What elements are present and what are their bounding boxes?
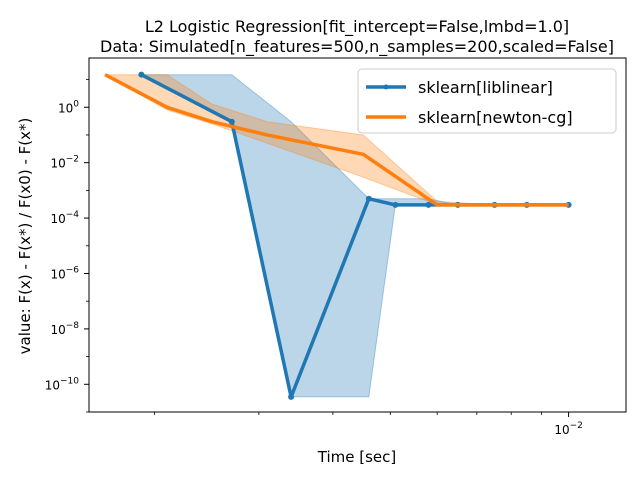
data-point: [365, 195, 372, 202]
y-tick-label: 10−6: [50, 265, 79, 281]
x-axis-ticks: 10−2: [154, 412, 583, 437]
y-tick-label: 10−8: [50, 321, 79, 337]
legend-label-newton-cg: sklearn[newton-cg]: [418, 108, 573, 127]
y-tick-label: 10−2: [50, 155, 79, 171]
data-point: [392, 201, 399, 208]
x-axis-label: Time [sec]: [317, 448, 396, 466]
data-point: [288, 393, 295, 400]
legend: sklearn[liblinear] sklearn[newton-cg]: [357, 68, 617, 134]
x-tick-label: 10−2: [554, 421, 583, 437]
axes: [88, 57, 627, 413]
chart-subtitle: Data: Simulated[n_features=500,n_samples…: [100, 37, 614, 57]
legend-label-liblinear: sklearn[liblinear]: [418, 78, 553, 97]
series-line-1: [104, 73, 569, 207]
y-tick-label: 10−4: [50, 210, 79, 226]
plot-frame: [88, 57, 627, 413]
data-point: [138, 71, 145, 78]
data-point: [425, 201, 432, 208]
chart-title: L2 Logistic Regression[fit_intercept=Fal…: [145, 17, 569, 37]
data-point: [228, 118, 235, 125]
legend-marker-liblinear: [383, 84, 389, 90]
y-axis-ticks: 100 10−2 10−4 10−6 10−8 10−10: [45, 79, 89, 413]
band-1: [103, 74, 569, 206]
series-lines: [104, 71, 572, 400]
y-axis-label: value: F(x) - F(x*) / F(x0) - F(x*): [16, 118, 34, 355]
legend-frame: [357, 68, 617, 134]
y-tick-label: 10−10: [45, 376, 80, 392]
y-tick-label: 100: [58, 99, 79, 115]
